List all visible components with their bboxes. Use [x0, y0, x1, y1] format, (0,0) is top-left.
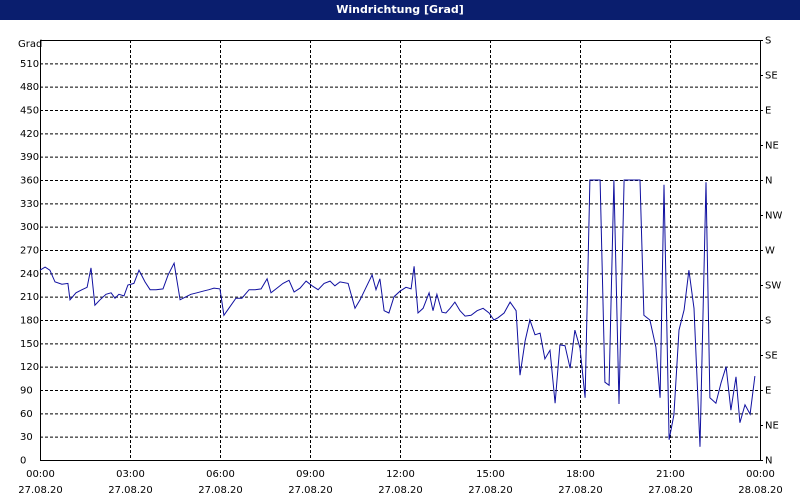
y-tick-label: 0 — [20, 456, 26, 467]
y-tick-label: 390 — [20, 152, 39, 163]
y2-tick-label: NE — [765, 421, 779, 432]
y2-tick-label: S — [765, 316, 771, 327]
x-tick-date: 27.08.20 — [648, 485, 693, 496]
x-tick-label: 00:00 — [746, 469, 775, 480]
y-tick-label: 360 — [20, 176, 39, 187]
y2-tick-label: SE — [765, 71, 778, 82]
y-tick-label: 150 — [20, 339, 39, 350]
y2-tick-label: N — [765, 176, 772, 187]
y-tick-label: 330 — [20, 199, 39, 210]
x-tick-date: 27.08.20 — [558, 485, 603, 496]
y-tick-label: 120 — [20, 362, 39, 373]
y-tick-label: 60 — [20, 409, 33, 420]
x-tick-label: 15:00 — [476, 469, 505, 480]
window-title: Windrichtung [Grad] — [0, 0, 800, 20]
y-tick-label: 270 — [20, 246, 39, 257]
y-tick-label: 180 — [20, 316, 39, 327]
y-tick-label: 420 — [20, 129, 39, 140]
x-tick-date: 27.08.20 — [468, 485, 513, 496]
y2-tick-label: E — [765, 106, 771, 117]
x-tick-label: 03:00 — [116, 469, 145, 480]
y-tick-label: 90 — [20, 386, 33, 397]
y2-tick-label: SE — [765, 351, 778, 362]
x-tick-label: 12:00 — [386, 469, 415, 480]
x-tick-date: 27.08.20 — [288, 485, 333, 496]
y-tick-label: 510 — [20, 59, 39, 70]
y2-tick-label: W — [765, 246, 775, 257]
y2-tick-label: SW — [765, 281, 781, 292]
y-tick-label: 480 — [20, 82, 39, 93]
y-tick-label: 210 — [20, 292, 39, 303]
x-tick-label: 00:00 — [26, 469, 55, 480]
y2-tick-label: E — [765, 386, 771, 397]
y-tick-label: 30 — [20, 432, 33, 443]
x-tick-date: 27.08.20 — [108, 485, 153, 496]
x-tick-date: 27.08.20 — [378, 485, 423, 496]
x-tick-label: 21:00 — [656, 469, 685, 480]
y-tick-label: 300 — [20, 222, 39, 233]
x-tick-label: 09:00 — [296, 469, 325, 480]
x-tick-label: 06:00 — [206, 469, 235, 480]
y2-tick-label: NW — [765, 211, 782, 222]
y-tick-label: 450 — [20, 106, 39, 117]
x-tick-date: 28.08.20 — [738, 485, 783, 496]
plot-frame — [40, 40, 761, 461]
chart: Grad 0 30 60 90 120 150 180 210 240 270 300 330 360 3… — [18, 36, 783, 497]
y2-tick-label: N — [765, 456, 772, 467]
y2-tick-label: S — [765, 36, 771, 47]
x-tick-date: 27.08.20 — [18, 485, 63, 496]
y-tick-label: 240 — [20, 269, 39, 280]
x-tick-label: 18:00 — [566, 469, 595, 480]
x-tick-date: 27.08.20 — [198, 485, 243, 496]
data-line — [39, 179, 756, 447]
y2-tick-label: NE — [765, 141, 779, 152]
y-axis-label: Grad — [18, 39, 42, 50]
